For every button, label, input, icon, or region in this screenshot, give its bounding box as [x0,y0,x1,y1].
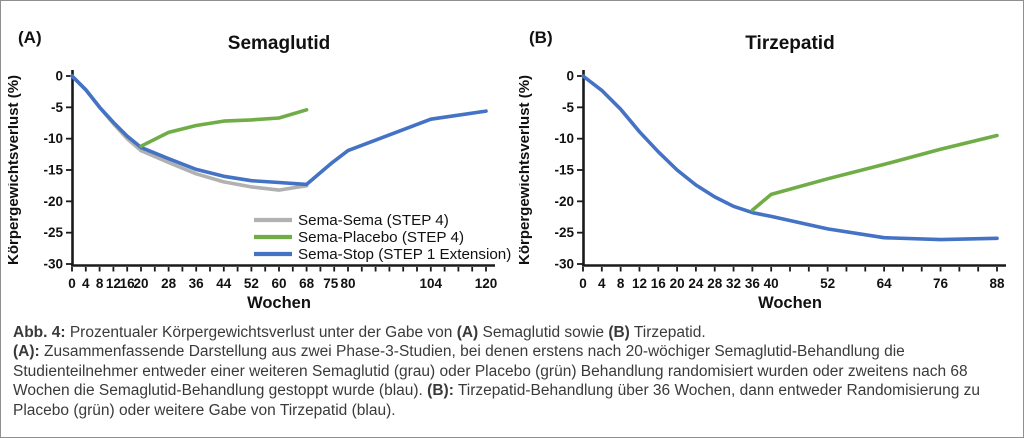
series-line [139,108,309,148]
y-tick-label: -20 [43,194,63,209]
y-tick-label: -10 [43,131,63,146]
x-tick-label: 88 [989,276,1005,291]
panel-label: (B) [529,28,553,47]
x-tick-label: 20 [670,276,685,291]
x-tick-label: 60 [271,276,286,291]
legend-label: Sema-Placebo (STEP 4) [298,229,464,246]
y-tick-label: -25 [554,225,574,240]
charts-row: (A) Semaglutid 0 -5 -10 -15 -20 -25 -30 0 4 8 12 16 20… [1,1,1023,319]
y-tick-label: 0 [55,69,63,84]
x-tick-label: 36 [745,276,761,291]
x-tick-label: 104 [420,276,443,291]
x-tick-label: 44 [216,276,232,291]
x-tick-label: 4 [598,276,606,291]
x-tick-label: 120 [475,276,498,291]
chart-title: Tirzepatid [745,33,834,54]
x-tick-label: 52 [244,276,259,291]
y-axis-label: Körpergewichtsverlust (%) [8,75,22,265]
series-line [70,74,488,187]
x-tick-label: 24 [688,276,704,291]
y-tick-label: -25 [43,225,63,240]
y-tick-label: -5 [562,100,574,115]
x-tick-label: 20 [133,276,148,291]
panel-b: (B) Tirzepatid 0 -5 -10 -15 -20 -25 -30 0 4 8 12 16 20… [519,7,1024,319]
series-line [70,74,309,192]
x-tick-label: 8 [96,276,104,291]
panel-label: (A) [18,28,42,47]
chart-title: Semaglutid [228,33,330,54]
caption-bold-text: (B) [608,324,630,341]
x-tick-label: 16 [651,276,667,291]
y-tick-label: 0 [566,69,574,84]
caption-bold-text: (A) [456,324,479,341]
x-tick-label: 75 [323,276,339,291]
x-tick-label: 36 [189,276,205,291]
caption-text: Semaglutid sowie [478,324,609,341]
y-axis-label: Körpergewichtsverlust (%) [519,75,533,265]
legend-label: Sema-Sema (STEP 4) [298,212,449,229]
x-tick-label: 16 [120,276,136,291]
caption-text: Prozentualer Körpergewichtsverlust unter… [65,324,457,341]
panel-a: (A) Semaglutid 0 -5 -10 -15 -20 -25 -30 0 4 8 12 16 20… [8,7,513,319]
x-tick-label: 4 [82,276,90,291]
y-tick-label: -30 [554,257,574,272]
x-axis-label: Wochen [247,294,311,312]
x-tick-label: 28 [707,276,723,291]
caption-text: Tirzepatid-Behandlung über 36 Wochen, da… [13,382,981,419]
y-tick-label: -5 [51,100,63,115]
y-tick-label: -15 [554,163,574,178]
figure-caption: Abb. 4: Prozentualer Körpergewichtsverlu… [1,323,1023,420]
caption-text: Zusammenfassende Darstellung aus zwei Ph… [13,343,968,400]
x-tick-label: 28 [161,276,177,291]
x-tick-label: 80 [340,276,355,291]
y-tick-label: -10 [554,131,574,146]
x-tick-label: 64 [877,276,893,291]
x-tick-label: 0 [68,276,76,291]
series-line [581,74,999,242]
series-line [750,133,999,212]
caption-bold-text: (B): [427,382,454,400]
x-axis-label: Wochen [758,294,822,312]
y-tick-label: -30 [43,257,63,272]
x-tick-label: 40 [764,276,779,291]
x-tick-label: 12 [106,276,121,291]
x-tick-label: 68 [299,276,315,291]
legend-label: Sema-Stop (STEP 1 Extension) [298,246,511,263]
x-tick-label: 76 [933,276,949,291]
x-tick-label: 12 [632,276,647,291]
figure: (A) Semaglutid 0 -5 -10 -15 -20 -25 -30 0 4 8 12 16 20… [1,1,1023,420]
caption-bold-text: (A): [13,343,40,361]
caption-bold-text: Abb. 4: [13,324,66,341]
y-tick-label: -15 [43,163,63,178]
y-tick-label: -20 [554,194,574,209]
x-tick-label: 8 [617,276,625,291]
x-tick-label: 32 [726,276,741,291]
x-tick-label: 52 [820,276,835,291]
x-tick-label: 0 [579,276,587,291]
caption-text: Tirzepatid. [629,324,706,341]
